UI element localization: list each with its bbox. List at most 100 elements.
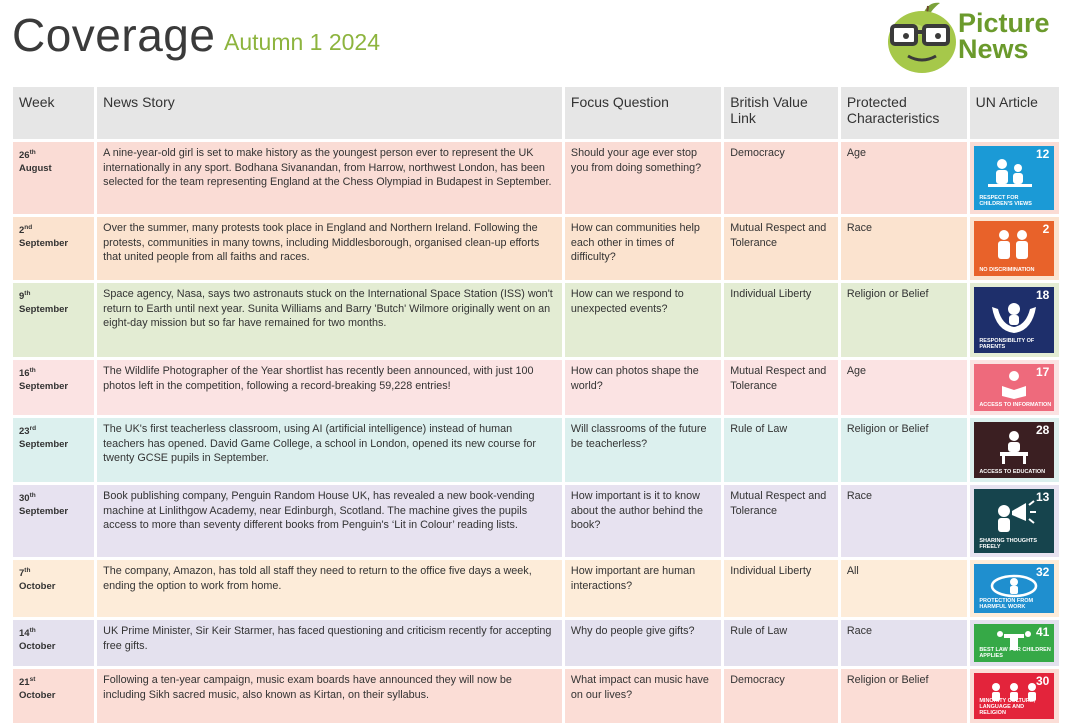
two-children-icon [998, 230, 1029, 259]
protected-characteristic-cell: Age [840, 142, 967, 214]
un-article-badge: 18 Responsibility of parents [974, 287, 1055, 353]
table-row: 23rd September The UK's first teacherless… [13, 418, 1059, 482]
week-cell: 26th August [13, 142, 95, 214]
british-value-cell: Mutual Respect and Tolerance [724, 485, 838, 557]
un-article-number: 2 [1042, 222, 1050, 236]
un-article-badge: 30 Minority culture, language and religi… [974, 673, 1055, 719]
un-article-number: 41 [1035, 625, 1050, 639]
week-month: September [19, 506, 69, 518]
british-value-cell: Rule of Law [724, 620, 838, 666]
table-row: 9th September Space agency, Nasa, says tw… [13, 283, 1059, 357]
week-month: October [19, 690, 56, 702]
un-article-cell: 17 Access to information [969, 360, 1059, 415]
week-cell: 14th October [13, 620, 95, 666]
week-suffix: th [29, 149, 36, 156]
week-cell: 7th October [13, 560, 95, 617]
logo-text-picture: Picture [958, 8, 1050, 38]
parent-hands-icon [992, 303, 1037, 333]
column-header-week: Week [13, 87, 95, 139]
table-header-row: Week News Story Focus Question British V… [13, 87, 1059, 139]
week-cell: 23rd September [13, 418, 95, 482]
un-article-caption: Protection from harmful work [979, 598, 1034, 610]
week-suffix: th [24, 567, 31, 574]
page-title: Coverage [12, 9, 216, 61]
un-article-number: 30 [1035, 674, 1050, 688]
logo-text-news: News [958, 34, 1029, 64]
news-story-cell: The Wildlife Photographer of the Year sh… [97, 360, 562, 415]
news-story-cell: The company, Amazon, has told all staff … [97, 560, 562, 617]
un-article-caption: No discrimination [979, 267, 1035, 273]
focus-question-cell: How can photos shape the world? [564, 360, 722, 415]
un-article-number: 13 [1035, 490, 1050, 504]
protected-characteristic-cell: Religion or Belief [840, 669, 967, 723]
week-month: September [19, 304, 69, 316]
un-article-cell: 30 Minority culture, language and religi… [969, 669, 1059, 723]
un-article-number: 17 [1035, 365, 1050, 379]
un-article-badge: 17 Access to information [974, 364, 1055, 411]
table-row: 26th August A nine-year-old girl is set t… [13, 142, 1059, 214]
news-story-cell: Following a ten-year campaign, music exa… [97, 669, 562, 723]
news-story-cell: Book publishing company, Penguin Random … [97, 485, 562, 557]
un-article-badge: 13 Sharing thoughts freely [974, 489, 1055, 553]
un-article-number: 32 [1035, 565, 1050, 579]
week-day: 21 [19, 677, 30, 689]
week-day: 26 [19, 150, 30, 162]
focus-question-cell: How can we respond to unexpected events? [564, 283, 722, 357]
news-story-cell: Space agency, Nasa, says two astronauts … [97, 283, 562, 357]
un-article-badge: 28 Access to education [974, 422, 1055, 478]
week-cell: 21st October [13, 669, 95, 723]
column-header-british-value-link: British Value Link [724, 87, 838, 139]
week-day: 30 [19, 493, 30, 505]
megaphone-icon [998, 500, 1037, 532]
week-suffix: rd [29, 425, 37, 432]
un-article-badge: 12 Respect for children's views [974, 146, 1055, 210]
un-article-badge: 41 Best law for children applies [974, 624, 1055, 662]
week-cell: 30th September [13, 485, 95, 557]
week-day: 16 [19, 368, 30, 380]
table-row: 30th September Book publishing company, P… [13, 485, 1059, 557]
un-article-badge: 2 No discrimination [974, 221, 1055, 276]
un-article-cell: 41 Best law for children applies [969, 620, 1059, 666]
table-row: 21st October Following a ten-year campaig… [13, 669, 1059, 723]
week-suffix: th [29, 492, 36, 499]
table-row: 14th October UK Prime Minister, Sir Keir … [13, 620, 1059, 666]
un-article-cell: 2 No discrimination [969, 217, 1059, 280]
table-row: 7th October The company, Amazon, has told… [13, 560, 1059, 617]
news-story-cell: Over the summer, many protests took plac… [97, 217, 562, 280]
week-suffix: st [29, 676, 36, 683]
focus-question-cell: Should your age ever stop you from doing… [564, 142, 722, 214]
british-value-cell: Mutual Respect and Tolerance [724, 217, 838, 280]
news-story-cell: The UK's first teacherless classroom, us… [97, 418, 562, 482]
un-article-cell: 18 Responsibility of parents [969, 283, 1059, 357]
child-at-desk-icon [1000, 431, 1029, 464]
un-article-badge: 32 Protection from harmful work [974, 564, 1055, 613]
focus-question-cell: How can communities help each other in t… [564, 217, 722, 280]
un-article-caption: Access to information [979, 402, 1052, 408]
week-day: 9 [19, 291, 25, 303]
un-article-caption: Best law for children applies [979, 647, 1051, 659]
page-subtitle: Autumn 1 2024 [224, 29, 381, 55]
focus-question-cell: Will classrooms of the future be teacher… [564, 418, 722, 482]
week-day: 2 [19, 225, 25, 237]
coverage-table: Week News Story Focus Question British V… [10, 84, 1062, 726]
british-value-cell: Democracy [724, 669, 838, 723]
week-suffix: nd [24, 224, 33, 231]
un-article-number: 28 [1035, 423, 1050, 437]
week-day: 14 [19, 628, 30, 640]
week-month: October [19, 581, 56, 593]
un-article-caption: Responsibility of parents [979, 338, 1035, 350]
week-cell: 16th September [13, 360, 95, 415]
british-value-cell: Individual Liberty [724, 283, 838, 357]
news-story-cell: A nine-year-old girl is set to make hist… [97, 142, 562, 214]
focus-question-cell: How important is it to know about the au… [564, 485, 722, 557]
week-suffix: th [24, 290, 31, 297]
un-article-caption: Minority culture, language and religion [979, 698, 1036, 716]
week-suffix: th [29, 367, 36, 374]
week-month: October [19, 641, 56, 653]
week-month: September [19, 439, 69, 451]
un-article-cell: 28 Access to education [969, 418, 1059, 482]
protected-characteristic-cell: Religion or Belief [840, 418, 967, 482]
un-article-number: 12 [1035, 147, 1050, 161]
protected-characteristic-cell: Race [840, 217, 967, 280]
un-article-caption: Respect for children's views [979, 195, 1032, 207]
